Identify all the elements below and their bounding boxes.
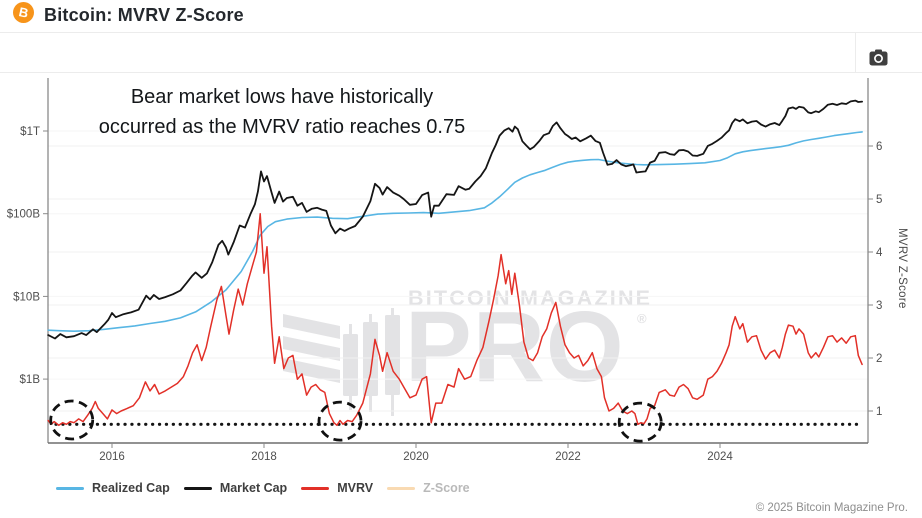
watermark-product-text: PRO	[405, 291, 625, 403]
legend-item-mvrv[interactable]: MVRV	[301, 481, 373, 495]
watermark-brand-text: BITCOIN MAGAZINE	[408, 286, 653, 310]
chart-area: BITCOIN MAGAZINE PRO ® $1T $100B $10B $1B 1 2…	[0, 72, 922, 518]
x-axis-tick-label: 2016	[99, 451, 125, 463]
legend-label-mvrv: MVRV	[337, 481, 374, 495]
left-axis-tick-label: $100B	[7, 209, 41, 221]
right-axis-tick-label: 1	[876, 406, 882, 418]
highlight-ellipse	[617, 401, 663, 443]
camera-icon	[869, 49, 887, 65]
legend-item-z-score[interactable]: Z-Score	[387, 481, 470, 495]
left-axis-tick-label: $1B	[20, 374, 41, 386]
legend-swatch-realized-cap	[56, 486, 84, 490]
x-axis-tick-label: 2024	[707, 451, 733, 463]
app-header: B Bitcoin: MVRV Z-Score	[0, 0, 922, 33]
series-line-market-cap[interactable]	[47, 99, 863, 340]
legend-swatch-mvrv	[301, 486, 330, 490]
right-axis-tick-label: 2	[876, 353, 882, 365]
right-axis-tick-label: 4	[876, 247, 883, 259]
bitcoin-magazine-pro-candles-icon	[283, 308, 400, 416]
watermark-registered-mark: ®	[637, 311, 647, 326]
legend-item-market-cap[interactable]: Market Cap	[183, 481, 288, 495]
screenshot-button[interactable]	[864, 45, 892, 69]
annotation-line-2: occurred as the MVRV ratio reaches 0.75	[98, 116, 466, 138]
right-axis-title: MVRV Z-Score	[896, 228, 908, 309]
left-axis-tick-label: $1T	[20, 126, 40, 138]
bitcoin-icon: B	[13, 2, 34, 23]
series-line-mvrv[interactable]	[47, 213, 863, 427]
x-axis-tick-label: 2018	[251, 451, 277, 463]
right-axis-tick-label: 5	[876, 194, 882, 206]
legend-label-market-cap: Market Cap	[219, 481, 288, 495]
legend-label-z-score: Z-Score	[423, 481, 470, 495]
legend-swatch-market-cap	[183, 486, 212, 490]
series-line-realized-cap[interactable]	[47, 131, 863, 333]
toolbar-divider	[855, 33, 856, 72]
right-axis-tick-label: 3	[876, 300, 882, 312]
legend-label-realized-cap: Realized Cap	[92, 481, 170, 495]
legend-item-realized-cap[interactable]: Realized Cap	[56, 481, 170, 495]
x-axis-tick-label: 2020	[403, 451, 429, 463]
footer-copyright: © 2025 Bitcoin Magazine Pro.	[755, 502, 908, 514]
page-title: Bitcoin: MVRV Z-Score	[44, 5, 244, 25]
left-axis-tick-label: $10B	[13, 291, 40, 303]
annotation-line-1: Bear market lows have historically	[130, 86, 434, 108]
chart-legend: Realized Cap Market Cap MVRV Z-Score	[56, 479, 470, 497]
legend-swatch-z-score	[387, 486, 416, 490]
highlight-ellipse	[49, 399, 95, 441]
x-axis-tick-label: 2022	[555, 451, 581, 463]
toolbar	[0, 33, 922, 73]
chart-annotation: Bear market lows have historically occur…	[62, 82, 502, 142]
right-axis-tick-label: 6	[876, 141, 882, 153]
highlight-ellipse	[317, 400, 363, 442]
